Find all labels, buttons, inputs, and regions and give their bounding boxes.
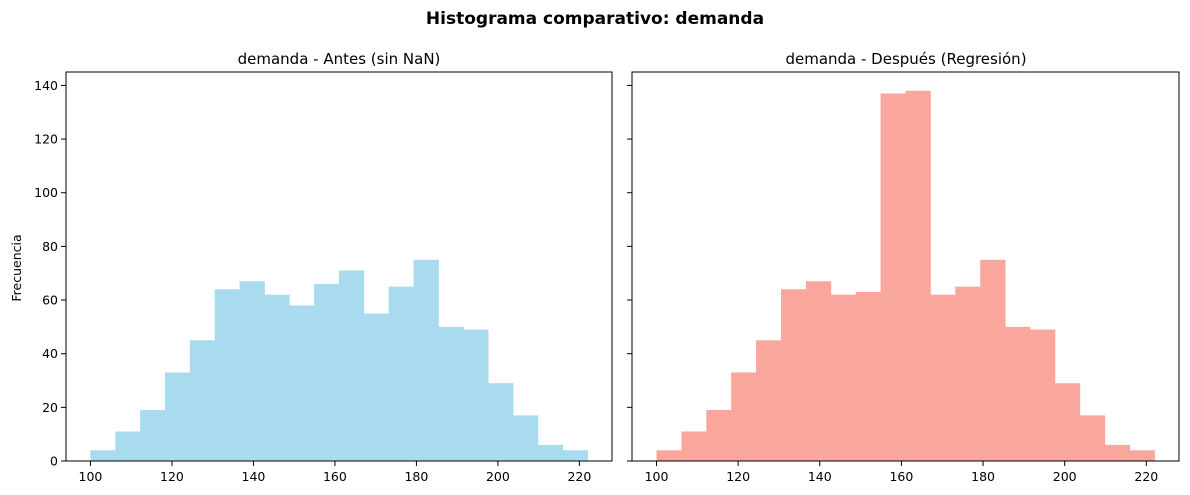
x-tick-label: 140 (242, 469, 266, 484)
histogram-bar (314, 283, 340, 461)
panel-after-x-axis: 100 120 140 160 180 200 220 (645, 461, 1158, 484)
y-tick-label: 0 (50, 454, 58, 469)
histogram-bar (1129, 450, 1155, 461)
histogram-bar (756, 340, 782, 461)
panel-before-y-label: Frecuencia (9, 234, 24, 301)
histogram-bar (855, 291, 881, 461)
histogram-bar (339, 270, 365, 461)
panel-before-y-axis: 0 20 40 60 80 100 120 140 (34, 78, 66, 469)
y-tick-label: 120 (34, 132, 58, 147)
histogram-bar (463, 329, 489, 461)
histogram-bar (488, 383, 514, 461)
panel-before: demanda - Antes (sin NaN) 100 120 140 160 18… (9, 50, 613, 484)
histogram-bar (438, 326, 464, 461)
panel-after-y-axis (627, 84, 632, 462)
histogram-bar (830, 294, 857, 461)
panel-before-frame (65, 71, 613, 462)
histogram-bar (90, 450, 116, 461)
histogram-bar (214, 289, 240, 461)
x-tick-label: 120 (726, 469, 750, 484)
x-tick-label: 220 (567, 469, 591, 484)
histogram-bar (512, 415, 539, 461)
y-tick-label: 100 (34, 185, 58, 200)
x-tick-label: 100 (645, 469, 669, 484)
figure-suptitle: Histograma comparativo: demanda (426, 9, 764, 29)
histogram-bar (239, 281, 265, 461)
x-tick-label: 120 (160, 469, 184, 484)
histogram-bar (1054, 383, 1081, 461)
x-tick-label: 180 (404, 469, 428, 484)
y-tick-label: 20 (42, 400, 58, 415)
histogram-bar (1030, 329, 1056, 461)
histogram-bar (189, 340, 216, 461)
histogram-bar (1079, 415, 1106, 461)
x-tick-label: 140 (808, 469, 832, 484)
x-tick-label: 200 (486, 469, 510, 484)
x-tick-label: 200 (1053, 469, 1077, 484)
panel-before-bars (90, 259, 588, 461)
histogram-bar (388, 286, 414, 461)
x-tick-label: 100 (79, 469, 103, 484)
histogram-bar (363, 313, 390, 461)
y-tick-label: 80 (42, 239, 58, 254)
histogram-bar (1104, 444, 1131, 461)
x-tick-label: 220 (1134, 469, 1158, 484)
histogram-bar (731, 372, 757, 461)
panel-after-title: demanda - Después (Regresión) (785, 50, 1026, 68)
histogram-bar (165, 372, 191, 461)
y-tick-label: 40 (42, 346, 58, 361)
x-tick-label: 180 (971, 469, 995, 484)
histogram-bar (537, 444, 564, 461)
histogram-bar (781, 289, 807, 461)
histogram-bar (980, 259, 1006, 461)
x-tick-label: 160 (323, 469, 347, 484)
histogram-bar (905, 90, 931, 461)
histogram-bar (805, 281, 832, 461)
histogram-bar (880, 93, 906, 462)
histogram-bar (656, 450, 682, 461)
histogram-bar (955, 286, 981, 461)
y-tick-label: 140 (34, 78, 58, 93)
histogram-bar (264, 294, 290, 461)
y-tick-label: 60 (42, 293, 58, 308)
x-tick-label: 160 (889, 469, 913, 484)
histogram-bar (115, 431, 141, 461)
histogram-bar (413, 259, 439, 461)
panel-after-frame (631, 71, 1180, 462)
histogram-bar (706, 410, 732, 461)
histogram-bar (289, 305, 315, 461)
histogram-bar (562, 450, 588, 461)
histogram-bar (681, 431, 707, 461)
histogram-bar (140, 410, 166, 461)
panel-after-bars (656, 90, 1155, 462)
panel-after: demanda - Después (Regresión) 100 120 140 1… (627, 50, 1180, 484)
histogram-bar (930, 294, 956, 461)
histogram-bar (1005, 326, 1031, 461)
panel-before-x-axis: 100 120 140 160 180 200 220 (79, 461, 591, 484)
panel-before-title: demanda - Antes (sin NaN) (238, 50, 441, 68)
